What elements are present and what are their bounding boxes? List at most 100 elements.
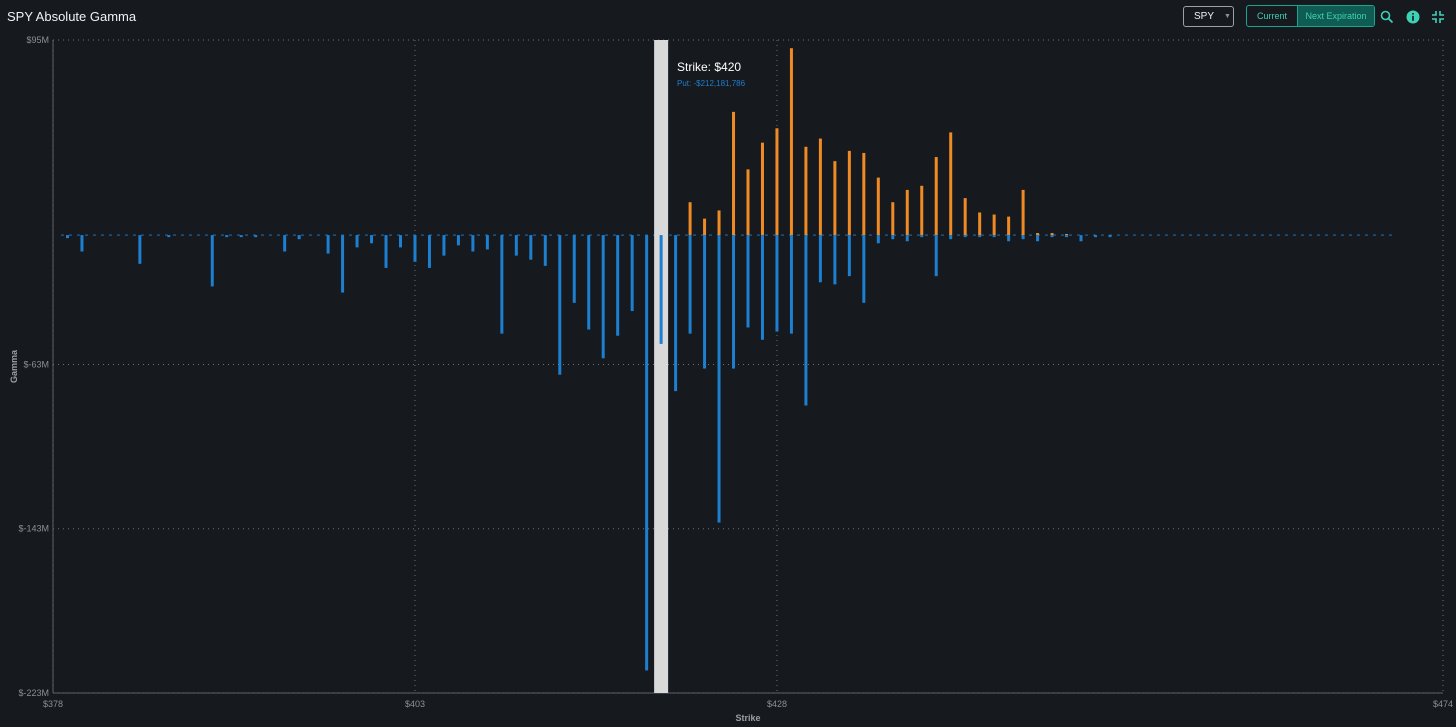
put-bar[interactable] — [876, 235, 880, 244]
put-bar[interactable] — [847, 235, 851, 277]
put-bar[interactable] — [688, 235, 692, 334]
call-bar[interactable] — [746, 169, 750, 236]
call-bar[interactable] — [862, 152, 866, 236]
put-bar[interactable] — [1050, 235, 1054, 238]
put-bar[interactable] — [746, 235, 750, 328]
put-bar[interactable] — [370, 235, 374, 244]
put-bar[interactable] — [384, 235, 388, 268]
call-bar[interactable] — [688, 202, 692, 236]
put-bar[interactable] — [427, 235, 431, 268]
search-icon[interactable] — [1380, 10, 1394, 24]
put-bar[interactable] — [326, 235, 330, 254]
put-bar[interactable] — [645, 235, 649, 671]
call-bar[interactable] — [876, 177, 880, 236]
put-bar[interactable] — [659, 235, 663, 344]
put-bar[interactable] — [992, 235, 996, 238]
call-bar[interactable] — [891, 202, 895, 236]
put-bar[interactable] — [1007, 235, 1011, 242]
put-bar[interactable] — [905, 235, 909, 242]
put-bar[interactable] — [485, 235, 489, 250]
put-bar[interactable] — [254, 235, 258, 238]
put-bar[interactable] — [239, 235, 243, 238]
put-bar[interactable] — [1065, 235, 1069, 238]
put-bar[interactable] — [1094, 235, 1097, 238]
call-bar[interactable] — [732, 111, 736, 236]
put-bar[interactable] — [775, 235, 779, 332]
call-bar[interactable] — [1065, 234, 1069, 236]
put-bar[interactable] — [818, 235, 822, 283]
put-bar[interactable] — [760, 235, 764, 340]
put-bar[interactable] — [399, 235, 402, 248]
put-bar[interactable] — [1108, 235, 1112, 238]
put-bar[interactable] — [138, 235, 142, 264]
put-bar[interactable] — [949, 235, 953, 240]
call-bar[interactable] — [804, 146, 808, 236]
put-bar[interactable] — [456, 235, 460, 246]
call-bar[interactable] — [1036, 233, 1040, 236]
put-bar[interactable] — [891, 235, 895, 240]
put-bar[interactable] — [1036, 235, 1040, 242]
put-bar[interactable] — [1021, 235, 1025, 240]
put-bar[interactable] — [703, 235, 707, 369]
put-bar[interactable] — [80, 235, 84, 252]
put-bar[interactable] — [963, 235, 967, 238]
put-bar[interactable] — [674, 235, 678, 392]
put-bar[interactable] — [355, 235, 359, 248]
put-bar[interactable] — [283, 235, 287, 252]
call-bar[interactable] — [847, 150, 851, 236]
call-bar[interactable] — [789, 48, 793, 236]
put-bar[interactable] — [833, 235, 837, 285]
put-bar[interactable] — [210, 235, 214, 287]
put-bar[interactable] — [1079, 235, 1083, 242]
put-bar[interactable] — [601, 235, 605, 359]
put-bar[interactable] — [934, 235, 938, 277]
put-bar[interactable] — [978, 235, 982, 238]
put-bar[interactable] — [616, 235, 620, 336]
put-bar[interactable] — [587, 235, 591, 330]
call-bar[interactable] — [992, 214, 996, 236]
put-bar[interactable] — [225, 235, 229, 238]
put-bar[interactable] — [543, 235, 547, 266]
ticker-select[interactable]: SPY ▼ — [1183, 6, 1234, 27]
expiration-toggle[interactable]: Current Next Expiration — [1246, 5, 1375, 27]
put-bar[interactable] — [514, 235, 518, 256]
call-bar[interactable] — [717, 210, 721, 236]
put-bar[interactable] — [558, 235, 562, 375]
call-bar[interactable] — [963, 198, 967, 236]
call-bar[interactable] — [978, 212, 982, 236]
put-bar[interactable] — [630, 235, 634, 312]
put-bar[interactable] — [167, 235, 171, 238]
put-bar[interactable] — [442, 235, 446, 256]
call-bar[interactable] — [934, 157, 938, 236]
put-bar[interactable] — [789, 235, 793, 334]
call-bar[interactable] — [833, 161, 837, 236]
current-expiration-button[interactable]: Current — [1256, 11, 1287, 21]
call-bar[interactable] — [1007, 216, 1011, 236]
call-bar[interactable] — [818, 138, 822, 236]
call-bar[interactable] — [1021, 189, 1025, 236]
call-bar[interactable] — [920, 185, 924, 236]
put-bar[interactable] — [732, 235, 736, 369]
put-bar[interactable] — [862, 235, 866, 303]
call-bar[interactable] — [760, 142, 764, 236]
put-bar[interactable] — [500, 235, 504, 334]
put-bar[interactable] — [717, 235, 721, 523]
put-bar[interactable] — [297, 235, 301, 240]
call-bar[interactable] — [949, 132, 953, 236]
put-bar[interactable] — [341, 235, 345, 293]
put-bar[interactable] — [471, 235, 475, 252]
put-bar[interactable] — [65, 235, 69, 239]
collapse-icon[interactable] — [1431, 10, 1445, 24]
put-bar[interactable] — [920, 235, 924, 238]
put-bar[interactable] — [572, 235, 576, 303]
info-icon[interactable] — [1406, 10, 1420, 24]
put-bar[interactable] — [529, 235, 533, 260]
put-bar[interactable] — [804, 235, 808, 406]
next-expiration-button[interactable]: Next Expiration — [1297, 6, 1374, 26]
call-bar[interactable] — [905, 189, 909, 236]
put-bar[interactable] — [413, 235, 417, 262]
call-bar[interactable] — [775, 128, 779, 236]
call-bar[interactable] — [703, 218, 707, 236]
call-bar[interactable] — [1050, 233, 1054, 236]
